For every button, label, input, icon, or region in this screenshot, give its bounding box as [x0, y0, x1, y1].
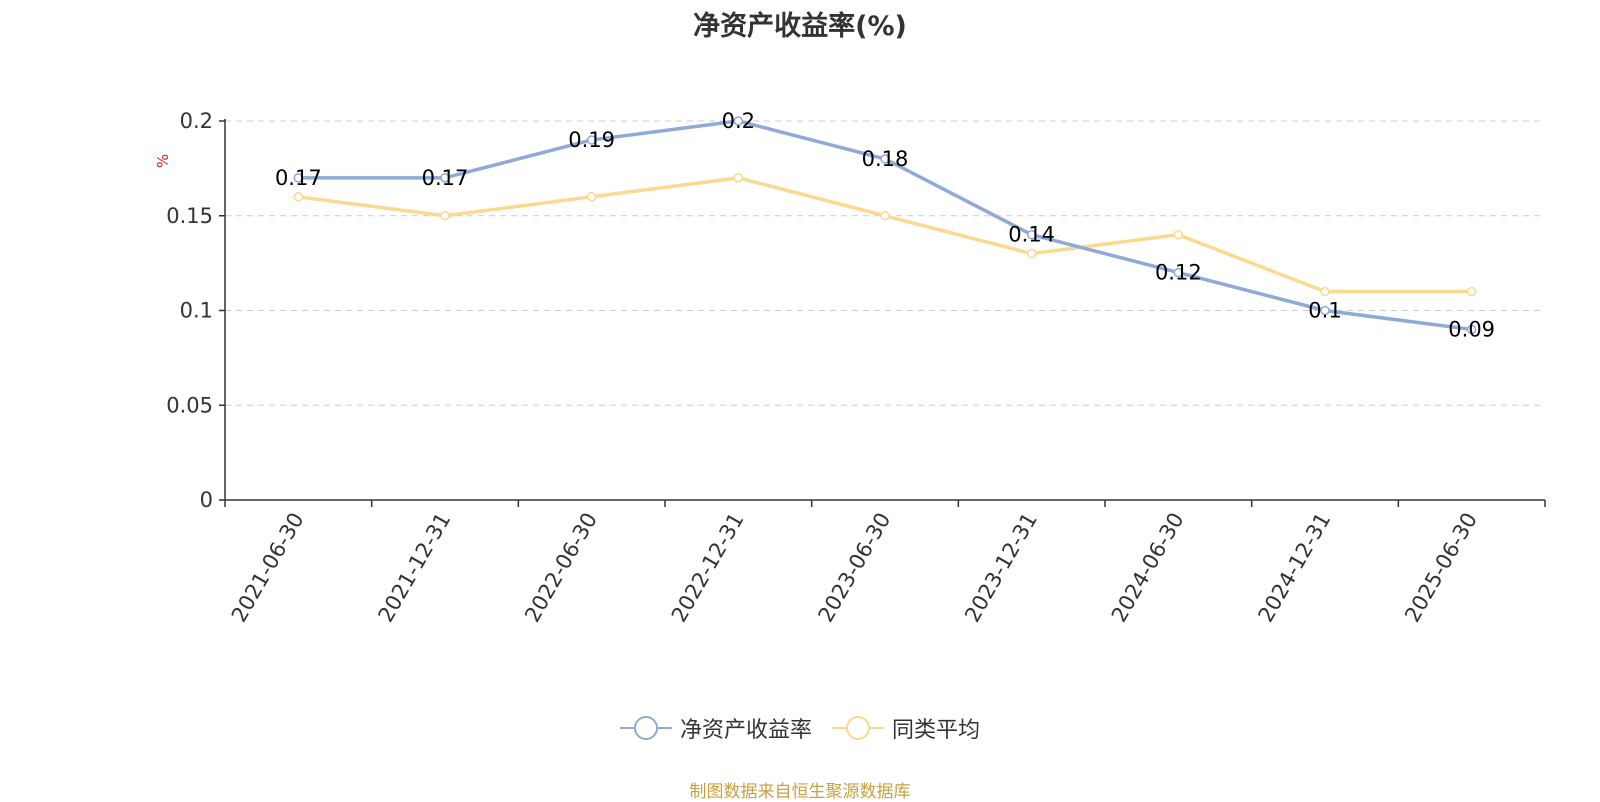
x-tick-label: 2023-12-31	[960, 509, 1042, 627]
y-tick-label: 0	[200, 488, 213, 512]
y-tick-label: 0.05	[166, 393, 213, 417]
data-label: 0.09	[1448, 317, 1495, 341]
x-tick-label: 2022-06-30	[520, 509, 602, 627]
series-0-point	[1466, 324, 1477, 335]
series-1-point	[1173, 229, 1184, 240]
series-1-point	[1320, 286, 1330, 297]
legend-label-peer-average: 同类平均	[892, 718, 981, 743]
series-1-point	[440, 211, 450, 221]
legend-swatch-roe	[619, 716, 672, 740]
series-1-point	[1026, 248, 1037, 259]
chart-title: 净资产收益率(%)	[693, 11, 907, 42]
data-label: 0.1	[1308, 299, 1341, 323]
series-0-point	[293, 173, 304, 183]
data-label: 0.17	[275, 166, 322, 190]
series-1-point	[586, 192, 597, 202]
series-0-point	[880, 154, 890, 164]
legend-label-roe: 净资产收益率	[679, 718, 812, 743]
series-1-point	[1466, 286, 1477, 297]
line-chart: 0 0.05 0.1 0.15 0.2% 2021-06-30 2021-12-31 2022…	[154, 109, 1546, 627]
y-tick-label: 0.2	[180, 109, 213, 133]
data-label: 0.17	[422, 166, 469, 190]
legend: 净资产收益率 同类平均	[0, 712, 1600, 744]
data-label: 0.14	[1008, 223, 1055, 247]
axes: 0 0.05 0.1 0.15 0.2% 2021-06-30 2021-12-31 2022…	[154, 109, 1546, 627]
x-tick-label: 2023-06-30	[814, 509, 896, 627]
series-1-point	[880, 211, 890, 221]
legend-item-peer-average[interactable]: 同类平均	[832, 712, 980, 744]
legend-swatch-peer-average	[832, 716, 884, 740]
series-0-point	[1320, 305, 1330, 316]
x-tick-label: 2022-12-31	[667, 509, 749, 627]
series-0-point	[733, 116, 744, 126]
series-1-point	[293, 192, 304, 202]
series-0-point	[586, 135, 597, 145]
series-0-point	[440, 173, 450, 183]
x-tick-label: 2021-12-31	[374, 509, 456, 627]
x-tick-label: 2024-06-30	[1107, 509, 1189, 627]
series-1-point	[733, 173, 744, 183]
x-tick-label: 2025-06-30	[1400, 509, 1482, 627]
series-line-1	[298, 176, 1472, 294]
series-0-point	[1026, 229, 1037, 240]
legend-item-roe[interactable]: 净资产收益率	[619, 712, 812, 744]
series-lines	[293, 116, 1477, 335]
data-label: 0.18	[862, 147, 909, 171]
x-tick-label: 2021-06-30	[227, 509, 309, 627]
y-tick-label: 0.15	[166, 204, 213, 228]
data-label: 0.19	[568, 128, 615, 152]
y-tick-label: 0.1	[180, 299, 213, 323]
y-axis-unit-label: %	[154, 154, 172, 168]
x-tick-label: 2024-12-31	[1254, 509, 1336, 627]
data-labels: 0.17 0.17 0.19 0.2 0.18 0.14 0.12 0.1 0.09	[275, 109, 1495, 341]
series-0-point	[1173, 267, 1184, 278]
source-note: 制图数据来自恒生聚源数据库	[689, 782, 911, 802]
data-label: 0.2	[722, 109, 755, 133]
data-label: 0.12	[1155, 261, 1202, 285]
